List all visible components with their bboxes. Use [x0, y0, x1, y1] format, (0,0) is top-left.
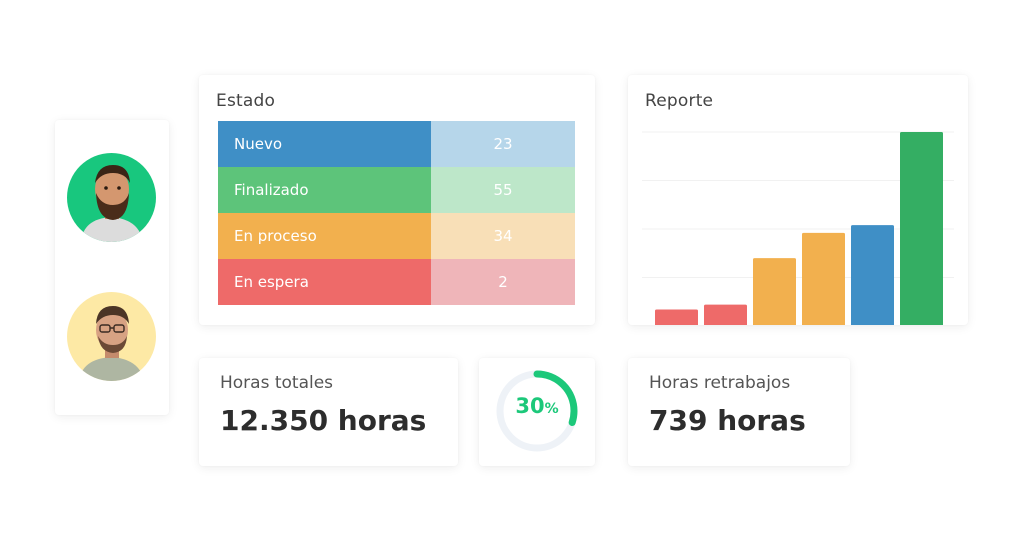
- status-label: Nuevo: [218, 121, 431, 167]
- reporte-title: Reporte: [645, 91, 714, 111]
- status-count: 2: [431, 259, 575, 305]
- horas-retrabajos-value: 739 horas: [649, 404, 806, 437]
- estado-title: Estado: [216, 91, 276, 111]
- avatar-bearded-man-image: [81, 165, 143, 242]
- progress-ring: [496, 370, 578, 452]
- chart-bar: [704, 304, 747, 325]
- chart-bar: [851, 225, 894, 325]
- horas-retrabajos-label: Horas retrabajos: [649, 373, 791, 393]
- status-row: Nuevo 23: [218, 121, 575, 167]
- avatar-man-glasses-image: [79, 306, 144, 381]
- status-count: 55: [431, 167, 575, 213]
- chart-bar: [900, 132, 943, 325]
- status-label: En espera: [218, 259, 431, 305]
- progress-percentage: 30%: [479, 394, 595, 418]
- chart-bar: [802, 232, 845, 325]
- progress-number: 30: [515, 394, 545, 418]
- reporte-card: Reporte: [628, 75, 968, 325]
- team-avatars-card: [55, 120, 169, 415]
- status-count: 23: [431, 121, 575, 167]
- horas-retrabajos-card: Horas retrabajos 739 horas: [628, 358, 850, 466]
- horas-totales-label: Horas totales: [220, 373, 334, 393]
- status-table: Nuevo 23 Finalizado 55 En proceso 34 En espera…: [218, 121, 575, 305]
- status-row: Finalizado 55: [218, 167, 575, 213]
- horas-totales-value: 12.350 horas: [220, 404, 427, 437]
- progress-card: 30%: [479, 358, 595, 466]
- chart-bar: [753, 258, 796, 325]
- estado-card: Estado Nuevo 23 Finalizado 55 En proceso 34 En…: [199, 75, 595, 325]
- status-row: En proceso 34: [218, 213, 575, 259]
- status-label: Finalizado: [218, 167, 431, 213]
- status-label: En proceso: [218, 213, 431, 259]
- avatar-bearded-man[interactable]: [67, 153, 156, 242]
- avatar-man-glasses[interactable]: [67, 292, 156, 381]
- status-row: En espera 2: [218, 259, 575, 305]
- progress-ring-arc: [496, 370, 578, 452]
- progress-unit: %: [544, 401, 559, 417]
- chart-bar: [655, 309, 698, 325]
- status-count: 34: [431, 213, 575, 259]
- horas-totales-card: Horas totales 12.350 horas: [199, 358, 458, 466]
- report-bar-chart: [642, 131, 954, 325]
